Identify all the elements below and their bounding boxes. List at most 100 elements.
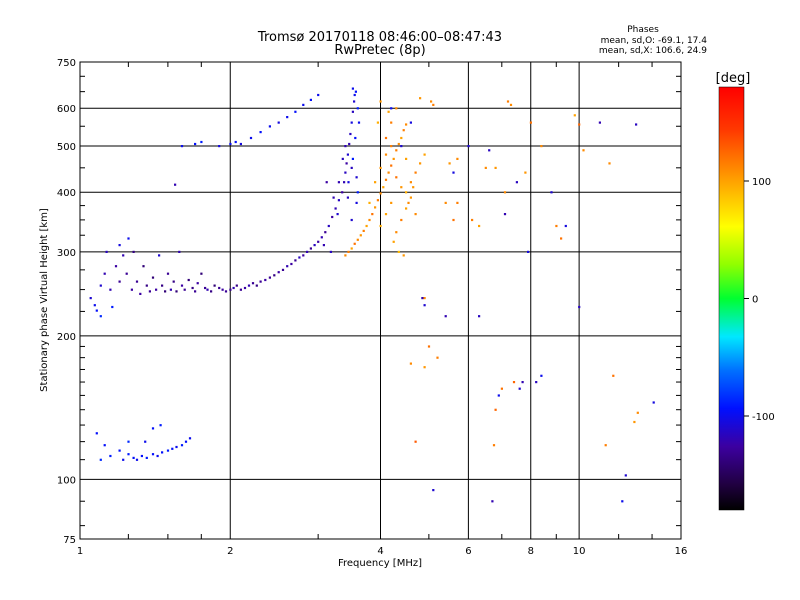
data-point-O — [309, 98, 312, 101]
data-point-X — [423, 366, 426, 369]
data-point-X — [395, 149, 398, 152]
data-point-O — [159, 424, 162, 427]
data-point-X — [432, 103, 435, 106]
data-point-O — [251, 282, 255, 285]
data-point-O — [172, 280, 175, 283]
data-point-O — [268, 276, 271, 279]
y-tick-label: 400 — [57, 188, 76, 199]
x-axis-ticks: 1 2 4 6 8 10 16 — [77, 546, 688, 557]
data-point-X — [395, 107, 398, 110]
data-point-O — [118, 244, 121, 247]
data-point-X — [633, 420, 636, 424]
data-point-O — [273, 274, 276, 277]
data-point-O — [111, 305, 114, 309]
data-point-O — [229, 142, 232, 146]
data-point-O — [521, 381, 524, 384]
data-point-O — [347, 181, 350, 184]
data-point-X — [353, 242, 356, 245]
data-point-O — [139, 292, 142, 295]
data-point-X — [405, 157, 408, 160]
data-point-O — [540, 374, 543, 377]
data-point-X — [350, 247, 353, 250]
plot-area — [79, 61, 682, 540]
data-point-O — [156, 454, 159, 458]
data-point-X — [412, 186, 415, 189]
data-point-O — [95, 432, 98, 435]
data-point-O — [290, 262, 293, 266]
x-tick-label: 16 — [675, 546, 688, 557]
data-point-O — [356, 107, 359, 110]
data-point-O — [344, 145, 347, 148]
data-point-O — [598, 121, 601, 124]
data-point-X — [414, 440, 417, 443]
data-point-O — [169, 288, 172, 291]
data-point-X — [409, 362, 412, 365]
data-point-O — [518, 387, 521, 390]
data-point-X — [512, 381, 516, 384]
minor-ticks — [80, 62, 681, 539]
x-tick-label: 8 — [528, 546, 534, 557]
data-point-O — [350, 218, 353, 222]
data-point-X — [478, 224, 481, 228]
data-point-X — [509, 103, 513, 106]
data-point-O — [140, 454, 143, 458]
data-point-O — [452, 171, 455, 174]
data-point-O — [332, 196, 335, 199]
data-point-O — [180, 444, 184, 447]
data-point-O — [348, 142, 351, 146]
data-point-O — [351, 110, 354, 113]
colorbar-tick-label: -100 — [752, 412, 775, 423]
data-point-O — [99, 315, 102, 318]
data-point-X — [379, 100, 382, 103]
data-point-O — [309, 247, 312, 250]
data-point-O — [268, 125, 271, 128]
data-point-X — [494, 166, 497, 169]
data-point-X — [382, 186, 385, 189]
colorbar-gradient — [718, 86, 745, 511]
data-point-X — [506, 100, 510, 103]
data-point-X — [395, 176, 398, 179]
data-point-O — [350, 166, 353, 169]
data-point-O — [239, 288, 242, 291]
data-point-X — [397, 250, 400, 253]
data-point-X — [365, 224, 368, 228]
data-point-X — [390, 164, 393, 167]
data-point-O — [155, 288, 158, 291]
data-point-O — [329, 250, 332, 253]
data-point-O — [259, 280, 262, 283]
data-point-O — [302, 254, 305, 257]
data-point-O — [337, 199, 340, 202]
data-point-O — [118, 449, 121, 452]
x-tick-label: 6 — [465, 546, 471, 557]
data-point-O — [103, 272, 106, 275]
data-point-O — [184, 440, 188, 443]
data-point-O — [180, 284, 184, 287]
data-point-X — [397, 142, 400, 146]
data-point-O — [355, 176, 358, 179]
y-tick-label: 600 — [57, 104, 76, 115]
data-point-O — [151, 276, 155, 279]
data-point-O — [327, 224, 330, 228]
data-point-O — [178, 250, 181, 253]
data-point-O — [337, 181, 340, 184]
x-tick-label: 2 — [227, 546, 233, 557]
data-point-O — [164, 290, 167, 293]
data-point-O — [355, 201, 358, 204]
data-point-O — [158, 254, 161, 257]
data-point-O — [357, 121, 361, 124]
data-point-O — [334, 207, 337, 210]
data-point-O — [135, 280, 139, 283]
data-point-O — [234, 140, 237, 144]
data-point-O — [255, 284, 258, 287]
data-point-X — [427, 345, 431, 348]
data-point-X — [423, 153, 426, 156]
data-point-O — [353, 100, 356, 103]
data-point-O — [277, 271, 280, 274]
data-point-O — [421, 297, 424, 300]
data-point-X — [347, 250, 350, 253]
data-point-O — [232, 286, 235, 290]
data-point-O — [336, 213, 339, 216]
data-point-X — [379, 192, 382, 195]
data-point-X — [392, 240, 395, 243]
